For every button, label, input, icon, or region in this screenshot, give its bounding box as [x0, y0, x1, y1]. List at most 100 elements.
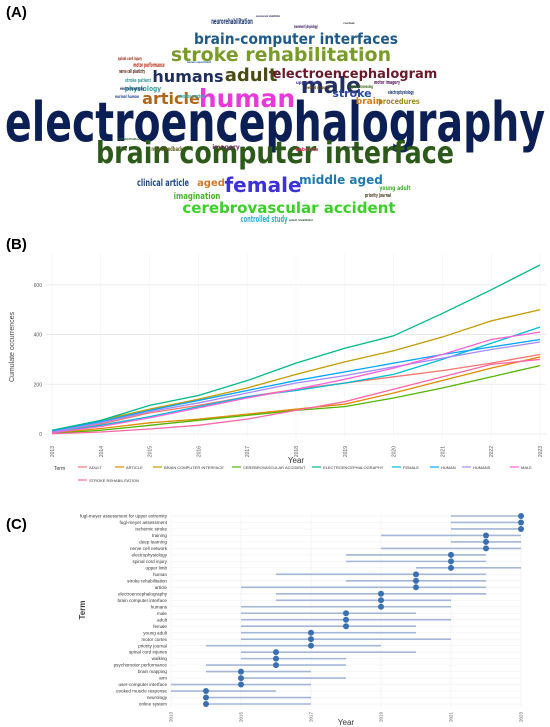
- timeline-term-label: electrophysiology: [132, 552, 168, 557]
- timeline-point-female: [343, 623, 349, 630]
- timeline-point-deep-learning: [483, 538, 489, 545]
- legend-label-stroke-rehabilitation: STROKE REHABILITATION: [89, 478, 139, 483]
- word-physiology: physiology: [125, 85, 162, 93]
- legend-title: Term: [54, 466, 65, 472]
- word-controlled-study: controlled study: [241, 215, 288, 225]
- word-electrophysiology: electrophysiology: [388, 90, 414, 96]
- timeline-term-label: nerve cell network: [130, 546, 168, 551]
- word-procedures: procedures: [378, 97, 420, 106]
- y-axis-title: Cumulate occurrences: [9, 311, 16, 382]
- word-cerebrovascular-accident: cerebrovascular accident: [182, 199, 395, 217]
- timeline-point-male: [343, 610, 349, 617]
- legend-label-brain-computer-interface: BRAIN COMPUTER INTERFACE: [164, 465, 224, 470]
- timeline-term-label: fugl-meyer assessment: [120, 520, 168, 525]
- word-motor-performance: motor performance: [133, 62, 164, 69]
- x-tick-label: 2021: [440, 446, 446, 457]
- timeline-point-spinal-cord-injury: [448, 558, 454, 565]
- timeline-term-label: electroencephalography: [118, 591, 168, 596]
- word-brain-computer-interfaces: brain-computer interfaces: [194, 30, 398, 48]
- timeline-term-label: training: [152, 533, 168, 538]
- timeline-point-evoked-muscle-response: [203, 688, 209, 695]
- timeline-term-label: priority journal: [138, 643, 167, 648]
- x-tick-label: 2015: [148, 446, 154, 457]
- legend-label-electroencephalography: ELECTROENCEPHALOGRAPHY: [323, 465, 384, 470]
- x-tick-label: 2017: [245, 446, 251, 457]
- word-stroke: stroke: [332, 87, 371, 100]
- word-motor-cortex: motor cortex: [179, 94, 206, 100]
- word-electromyography: electromyography: [120, 86, 144, 91]
- x-tick-label: 2023: [538, 446, 544, 457]
- timeline-x-tick-label: 2023: [519, 712, 524, 723]
- word-article: article: [142, 89, 200, 108]
- timeline-point-article: [413, 584, 419, 591]
- timeline-term-label: spinal cord injury: [133, 559, 168, 564]
- word-signal-processing: signal processing: [349, 84, 373, 89]
- timeline-point-spinal-cord-injuries: [273, 649, 279, 656]
- timeline-point-electroencephalography: [378, 590, 384, 597]
- word-upper-limb: upper limb: [296, 80, 320, 85]
- series-line-electroencephalography: [51, 264, 541, 431]
- word-female: female: [224, 173, 301, 197]
- word-stroke-patient: stroke patient: [125, 78, 151, 84]
- timeline-point-psychomotor-performance: [273, 662, 279, 669]
- word-spinal-cord-injury: spinal cord injury: [118, 56, 142, 61]
- timeline-x-tick-label: 2013: [169, 712, 174, 723]
- timeline-term-label: brain mapping: [138, 669, 168, 674]
- series-line-female: [51, 326, 541, 434]
- word-brain: brain: [356, 97, 382, 107]
- timeline-plot-area: [167, 512, 525, 708]
- word-brain-computer-interface: brain computer interface: [96, 136, 454, 171]
- timeline-point-arm: [238, 675, 244, 682]
- panel-b-label: (B): [6, 236, 27, 253]
- word-motor-imagery: motor imagery: [374, 80, 400, 86]
- timeline-term-label: deep learning: [139, 540, 167, 545]
- timeline-point-ischemic-stroke: [518, 525, 524, 532]
- timeline-point-humans: [378, 603, 384, 610]
- timeline-point-training: [483, 532, 489, 539]
- word-stroke-rehabilitation: stroke rehabilitation: [171, 44, 391, 66]
- word-rehabilitation: rehabilitation: [117, 137, 140, 141]
- timeline-term-label: spinal cord injuries: [129, 650, 168, 655]
- timeline-term-label: evoked muscle response: [116, 689, 167, 694]
- timeline-point-upper-limb: [448, 564, 454, 571]
- word-male: male: [301, 74, 361, 99]
- timeline-term-label: humans: [151, 604, 168, 609]
- timeline-point-nerve-cell-network: [483, 545, 489, 552]
- word-nerve-cell-plasticity: nerve cell plasticity: [119, 69, 145, 75]
- timeline-term-label: neurology: [147, 695, 168, 700]
- timeline-x-tick-label: 2021: [449, 712, 454, 723]
- y-tick-label: 0: [39, 432, 42, 438]
- word-hand: hand: [119, 145, 127, 149]
- word-human: human: [199, 84, 295, 113]
- series-line-human: [51, 338, 541, 433]
- word-patient-rehabilitation: patient rehabilitation: [289, 218, 313, 222]
- timeline-point-motor-cortex: [308, 636, 314, 643]
- word-adult: adult: [225, 65, 278, 86]
- timeline-term-label: stroke rehabilitation: [127, 578, 167, 583]
- timeline-point-user-computer-interface: [238, 681, 244, 688]
- timeline-term-label: upper limb: [146, 565, 168, 570]
- timeline-x-axis-title: Year: [338, 718, 355, 727]
- word-evoked-response: evoked response: [306, 85, 330, 90]
- word-imagination: imagination: [174, 192, 221, 202]
- timeline-x-tick-label: 2015: [239, 712, 244, 723]
- x-tick-label: 2014: [99, 446, 105, 457]
- word-neurofeedback: neurofeedback: [151, 146, 183, 153]
- timeline-point-walking: [273, 655, 279, 662]
- word-young-adult: young adult: [379, 185, 410, 192]
- timeline-term-label: human: [153, 572, 167, 577]
- legend-label-male: MALE: [521, 465, 532, 470]
- line-chart: 0 200 400 600 2013 2014 2015 2016 2017 2018 2019 20…: [9, 252, 548, 483]
- plot-area: [42, 252, 548, 442]
- series-line-male: [51, 331, 541, 434]
- timeline-point-brain-mapping: [238, 668, 244, 675]
- word-aged: aged: [197, 178, 225, 189]
- series-line-stroke-rehabilitation: [51, 358, 541, 435]
- word-review: review: [343, 21, 355, 25]
- word-middle-aged: middle aged: [299, 173, 383, 187]
- y-tick-label: 600: [34, 283, 43, 289]
- panel-c-label: (C): [6, 516, 27, 533]
- timeline-point-electrophysiology: [448, 551, 454, 558]
- legend-label-article: ARTICLE: [126, 465, 143, 470]
